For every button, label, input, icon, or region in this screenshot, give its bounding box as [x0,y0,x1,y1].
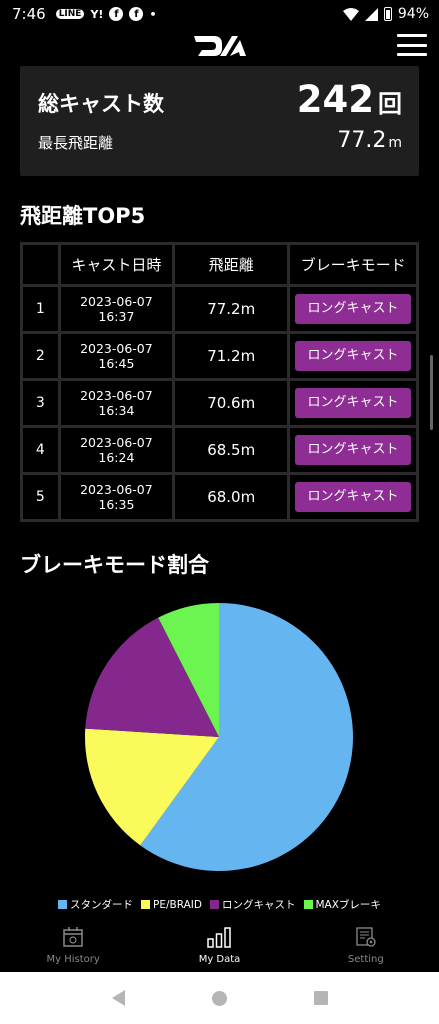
facebook-icon: f [109,7,124,21]
wifi-icon [342,7,359,21]
row-distance: 71.2m [172,331,291,381]
row-datetime: 2023-06-07 16:24 [57,425,176,475]
legend-label: ロングキャスト [222,899,296,911]
legend-label: MAXブレーキ [315,899,381,911]
table-header-row: キャスト日時 飛距離 ブレーキモード [20,242,419,287]
brake-mode-button[interactable]: ロングキャスト [295,435,412,465]
table-row: 1 2023-06-07 16:37 77.2m ロングキャスト [20,284,419,334]
header-cast-datetime: キャスト日時 [57,242,176,287]
max-distance-value: 77.2 m [337,128,402,153]
legend-swatch [58,900,68,909]
dot-icon: • [149,7,157,21]
row-datetime: 2023-06-07 16:34 [57,378,176,428]
row-distance: 70.6m [172,378,291,428]
nav-label: My History [46,954,100,965]
menu-button[interactable] [397,31,427,59]
nav-item-setting[interactable]: Setting [293,916,439,972]
header-distance: 飛距離 [172,242,291,287]
top5-table: キャスト日時 飛距離 ブレーキモード 1 2023-06-07 16:37 77… [20,242,419,522]
row-distance: 77.2m [172,284,291,334]
table-row: 2 2023-06-07 16:45 71.2m ロングキャスト [20,331,419,381]
back-icon[interactable] [111,990,125,1006]
legend-item-max-brake[interactable]: MAXブレーキ [303,897,381,912]
battery-icon [383,7,392,21]
line-icon: LINE [55,9,85,19]
home-icon[interactable] [211,990,227,1006]
total-cast-value: 242 回 [296,78,402,121]
legend-item-standard[interactable]: スタンダード [58,897,133,912]
brake-mode-pie-chart [85,603,353,871]
row-number: 2 [20,331,61,381]
brake-mode-button[interactable]: ロングキャスト [295,482,412,512]
signal-icon [364,7,378,21]
status-bar: 7:46 LINE Y! f f • 94% [0,0,439,28]
brake-mode-button[interactable]: ロングキャスト [295,294,412,324]
top5-title: 飛距離TOP5 [20,204,146,228]
legend-swatch [210,900,219,909]
legend-item-long-cast[interactable]: ロングキャスト [210,897,296,912]
notification-icons: LINE Y! f f • [55,7,157,21]
battery-percent: 94% [397,6,429,22]
table-row: 4 2023-06-07 16:24 68.5m ロングキャスト [20,425,419,475]
scrollbar[interactable] [430,355,433,430]
settings-icon [356,927,376,947]
calendar-icon [63,927,83,947]
row-distance: 68.0m [172,472,291,522]
legend-swatch [141,900,151,909]
total-cast-label: 総キャスト数 [38,92,164,116]
recent-apps-icon[interactable] [313,991,328,1005]
brake-mode-button[interactable]: ロングキャスト [295,341,412,371]
brake-ratio-title: ブレーキモード割合 [20,553,209,577]
facebook-icon: f [129,7,144,21]
nav-label: Setting [347,954,384,965]
pie-slice-2[interactable] [85,728,220,846]
row-number: 3 [20,378,61,428]
system-navigation-bar [0,972,439,1024]
daiwa-logo [194,36,246,56]
nav-item-my-data[interactable]: My Data [146,916,292,972]
max-distance-label: 最長飛距離 [38,134,114,152]
row-number: 5 [20,472,61,522]
brake-mode-button[interactable]: ロングキャスト [295,388,412,418]
pie-slice-4[interactable] [158,603,219,737]
row-distance: 68.5m [172,425,291,475]
pie-slice-3[interactable] [85,617,219,737]
table-row: 3 2023-06-07 16:34 70.6m ロングキャスト [20,378,419,428]
app-header [0,28,439,64]
legend-label: PE/BRAID [153,898,202,911]
nav-item-my-history[interactable]: My History [0,916,146,972]
table-row: 5 2023-06-07 16:35 68.0m ロングキャスト [20,472,419,522]
header-brake-mode: ブレーキモード [287,242,419,287]
row-datetime: 2023-06-07 16:45 [57,331,176,381]
header-no [20,242,61,287]
bottom-navigation: My History My Data Setting [0,916,439,972]
summary-card: 総キャスト数 242 回 最長飛距離 77.2 m [20,66,419,176]
legend-label: スタンダード [70,899,134,911]
nav-label: My Data [198,954,241,965]
row-datetime: 2023-06-07 16:35 [57,472,176,522]
row-datetime: 2023-06-07 16:37 [57,284,176,334]
row-number: 1 [20,284,61,334]
bar-chart-icon [207,927,232,948]
chart-legend: スタンダード PE/BRAID ロングキャスト MAXブレーキ [0,897,439,912]
row-number: 4 [20,425,61,475]
legend-item-pe-braid[interactable]: PE/BRAID [141,897,202,912]
legend-swatch [303,900,313,909]
status-time: 7:46 [12,5,46,23]
yahoo-icon: Y! [90,7,104,21]
pie-slice-1[interactable] [140,603,353,871]
